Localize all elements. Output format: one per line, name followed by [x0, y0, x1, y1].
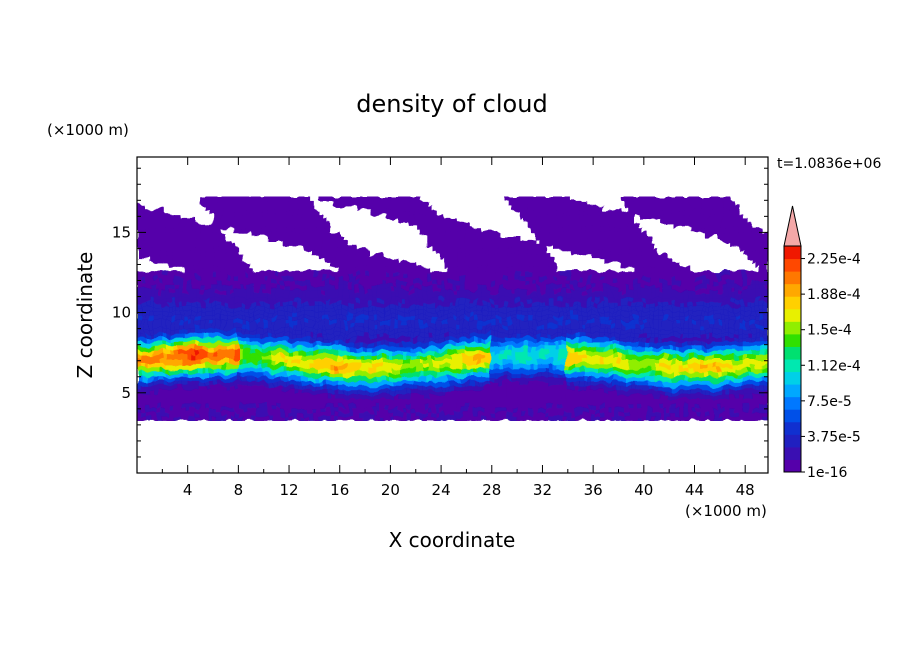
- x-axis-label: X coordinate: [389, 528, 516, 552]
- x-tick-label: 24: [432, 481, 451, 499]
- y-tick-label: 5: [121, 384, 131, 402]
- colorbar: 1e-16 3.75e-5 7.5e-5 1.12e-4 1.5e-4 1.88e-4 2.…: [783, 205, 861, 481]
- colorbar-swatch: [784, 283, 801, 297]
- x-tick-label: 16: [330, 481, 349, 499]
- x-tick-label: 12: [280, 481, 299, 499]
- colorbar-swatch: [784, 384, 801, 398]
- x-tick-label: 36: [584, 481, 603, 499]
- colorbar-swatch: [784, 459, 801, 473]
- colorbar-label: 3.75e-5: [807, 429, 861, 445]
- colorbar-swatch: [784, 258, 801, 272]
- colorbar-label: 2.25e-4: [807, 252, 861, 268]
- time-label: t=1.0836e+06: [777, 156, 881, 172]
- y-tick-label: 15: [112, 223, 131, 241]
- x-tick-label: 8: [234, 481, 244, 499]
- colorbar-label: 1e-16: [807, 465, 847, 481]
- colorbar-swatch: [784, 409, 801, 423]
- colorbar-label: 7.5e-5: [807, 394, 852, 410]
- x-tick-label: 28: [482, 481, 501, 499]
- x-axis-ticks: 4 8 12 16 20 24 28 32 36 40 44 48: [161, 157, 755, 499]
- plot-frame: [136, 156, 769, 474]
- y-axis-ticks: 5 10 15: [112, 167, 768, 458]
- colorbar-frame: [783, 245, 802, 473]
- chart-title: density of cloud: [356, 90, 547, 118]
- colorbar-extend-arrow: [783, 205, 802, 247]
- colorbar-label: 1.5e-4: [807, 323, 852, 339]
- colorbar-swatch: [784, 421, 801, 435]
- x-unit-label: (×1000 m): [685, 502, 767, 520]
- x-tick-label: 32: [533, 481, 552, 499]
- field-cells: [137, 196, 768, 421]
- y-axis-label: Z coordinate: [73, 252, 97, 379]
- y-tick-label: 10: [112, 304, 131, 322]
- colorbar-swatch: [784, 333, 801, 347]
- x-tick-label: 4: [183, 481, 193, 499]
- colorbar-swatch: [784, 308, 801, 322]
- colorbar-swatch: [784, 296, 801, 310]
- y-unit-label: (×1000 m): [47, 121, 129, 139]
- x-tick-label: 40: [634, 481, 653, 499]
- x-tick-label: 20: [381, 481, 400, 499]
- colorbar-swatch: [784, 396, 801, 410]
- colorbar-swatch: [784, 271, 801, 285]
- x-tick-label: 48: [736, 481, 755, 499]
- colorbar-swatch: [784, 321, 801, 335]
- colorbar-swatch: [784, 434, 801, 448]
- colorbar-swatch: [784, 359, 801, 373]
- colorbar-swatch: [784, 246, 801, 260]
- cloud-density-field: [137, 196, 768, 421]
- colorbar-swatch: [784, 346, 801, 360]
- colorbar-swatch: [784, 446, 801, 460]
- colorbar-label: 1.12e-4: [807, 358, 861, 374]
- x-tick-label: 44: [685, 481, 704, 499]
- colorbar-swatch: [784, 371, 801, 385]
- colorbar-label: 1.88e-4: [807, 287, 861, 303]
